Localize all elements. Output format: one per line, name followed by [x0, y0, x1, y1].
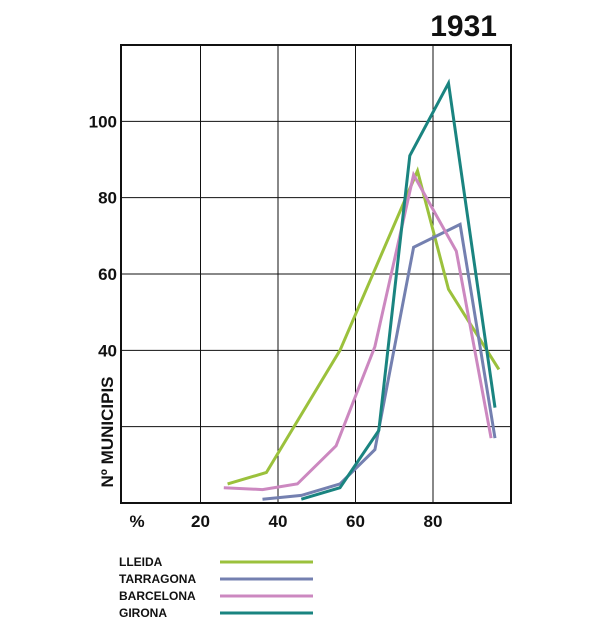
series-line-barcelona — [223, 170, 493, 492]
series-line-lleida — [227, 166, 501, 486]
x-tick-label: 80 — [424, 512, 443, 531]
y-tick-label: 40 — [98, 341, 117, 360]
legend-label-lleida: LLEIDA — [119, 555, 163, 569]
y-tick-labels: 40 60 80 100 — [89, 112, 117, 360]
series-line-tarragona — [262, 222, 497, 501]
x-tick-labels: % 20 40 60 80 — [129, 512, 442, 531]
x-tick-label: 60 — [346, 512, 365, 531]
x-tick-label: 20 — [191, 512, 210, 531]
y-axis-label: Nº MUNICIPIS — [98, 376, 117, 487]
series-lines — [223, 78, 501, 501]
grid-lines — [121, 45, 511, 503]
chart-title: 1931 — [430, 10, 497, 43]
series-line-girona — [300, 78, 497, 501]
x-tick-label: % — [129, 512, 144, 531]
legend-label-barcelona: BARCELONA — [119, 589, 196, 603]
y-tick-label: 60 — [98, 265, 117, 284]
plot-frame — [120, 44, 512, 504]
y-tick-label: 80 — [98, 189, 117, 208]
legend-label-girona: GIRONA — [119, 606, 167, 620]
legend: LLEIDA TARRAGONA BARCELONA GIRONA — [119, 555, 313, 620]
legend-label-tarragona: TARRAGONA — [119, 572, 196, 586]
y-tick-label: 100 — [89, 112, 117, 131]
x-tick-label: 40 — [269, 512, 288, 531]
